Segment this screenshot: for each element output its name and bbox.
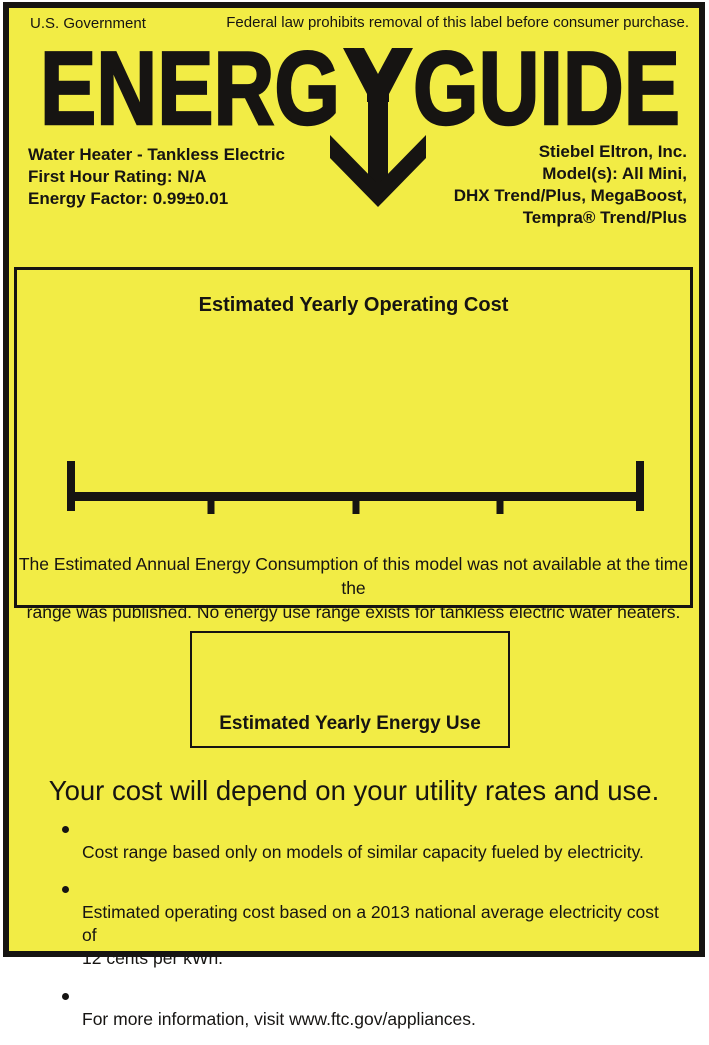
models-line-2: DHX Trend/Plus, MegaBoost, xyxy=(453,186,687,205)
energy-use-title: Estimated Yearly Energy Use xyxy=(219,713,481,734)
logo-word-guide: GUIDE xyxy=(413,46,680,147)
consumption-note: The Estimated Annual Energy Consumption … xyxy=(18,554,689,623)
footer-bullet-list: Cost range based only on models of simil… xyxy=(59,818,671,1045)
bullet-cost-range: Cost range based only on models of simil… xyxy=(59,818,671,864)
bullet-cost-range-text: Cost range based only on models of simil… xyxy=(82,842,644,863)
us-government-text: U.S. Government xyxy=(30,15,146,32)
energy-factor: Energy Factor: 0.99±0.01 xyxy=(28,189,229,208)
federal-law-notice: Federal law prohibits removal of this la… xyxy=(226,14,689,31)
operating-cost-box: Estimated Yearly Operating Cost The Esti… xyxy=(14,267,693,622)
bullet-more-info: For more information, visit www.ftc.gov/… xyxy=(59,985,671,1031)
scale-left-endcap xyxy=(67,461,75,511)
down-arrow-icon xyxy=(330,48,426,207)
logo-word-energ: ENERG xyxy=(40,46,340,147)
first-hour-rating: First Hour Rating: N/A xyxy=(28,167,207,186)
scale-tick-25 xyxy=(207,501,215,514)
models-line-3: Tempra® Trend/Plus xyxy=(522,208,687,227)
product-info: Water Heater - Tankless Electric First H… xyxy=(28,144,285,210)
bullet-more-info-text: For more information, visit www.ftc.gov/… xyxy=(82,1008,476,1029)
scale-line xyxy=(67,492,644,501)
bullet-operating-cost: Estimated operating cost based on a 2013… xyxy=(59,878,671,970)
bullet-operating-cost-text: Estimated operating cost based on a 2013… xyxy=(82,902,659,969)
manufacturer-info: Stiebel Eltron, Inc. Model(s): All Mini,… xyxy=(454,141,687,229)
manufacturer-name: Stiebel Eltron, Inc. xyxy=(538,142,687,161)
bullet-dot-icon xyxy=(62,886,69,894)
models-line-1: Model(s): All Mini, xyxy=(542,164,687,183)
energy-use-box: Estimated Yearly Energy Use xyxy=(190,631,510,748)
energyguide-logo: ENERG GUIDE xyxy=(39,30,681,216)
scale-tick-50 xyxy=(352,501,359,514)
bullet-dot-icon xyxy=(62,826,69,833)
product-type: Water Heater - Tankless Electric xyxy=(28,145,286,164)
cost-range-scale xyxy=(67,461,644,515)
bullet-dot-icon xyxy=(62,992,69,1000)
scale-tick-75 xyxy=(496,501,504,514)
cost-disclaimer-headline: Your cost will depend on your utility ra… xyxy=(48,775,660,806)
operating-cost-title: Estimated Yearly Operating Cost xyxy=(198,294,509,316)
scale-right-endcap xyxy=(636,461,644,511)
energyguide-label: U.S. Government Federal law prohibits re… xyxy=(3,2,705,1029)
energyguide-logo-svg: ENERG GUIDE xyxy=(39,30,681,207)
